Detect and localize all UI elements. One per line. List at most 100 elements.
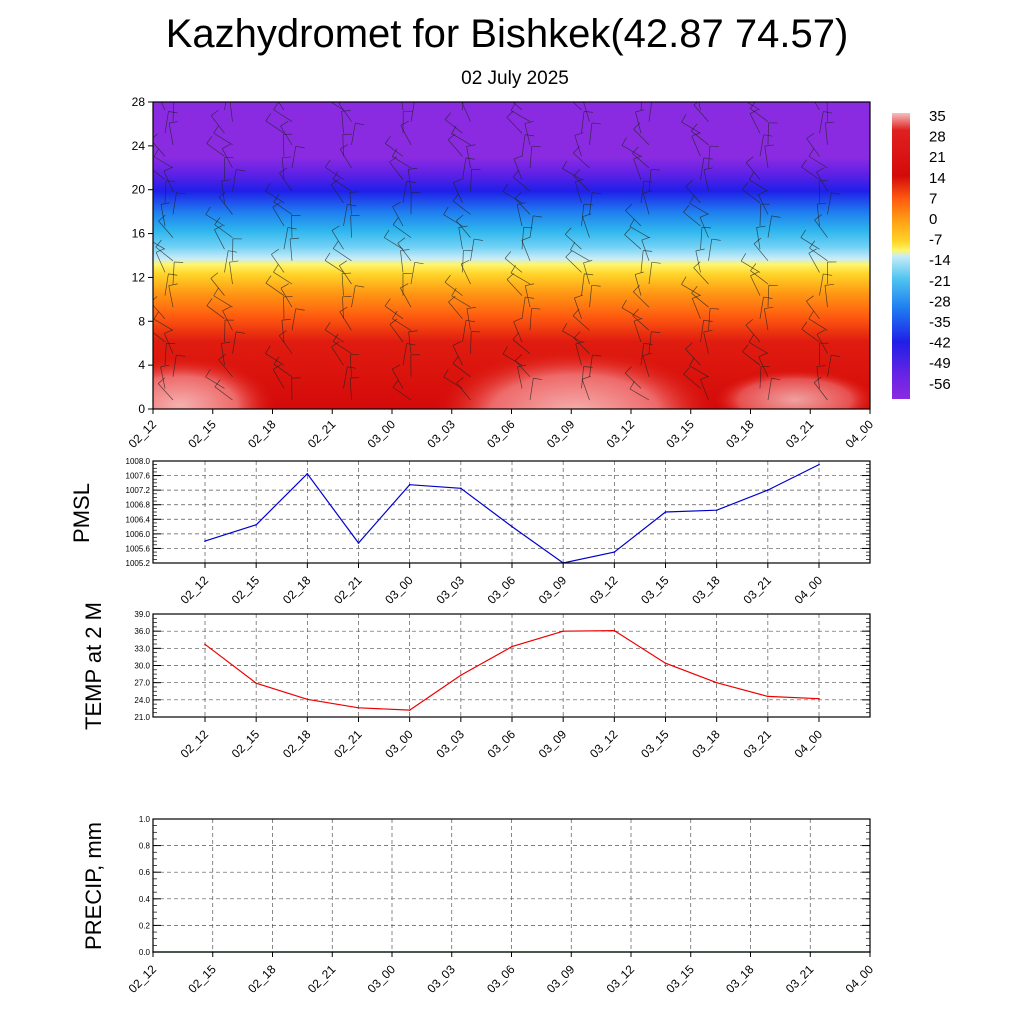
wind-barb	[513, 155, 523, 180]
x-tick-label: 03_06	[484, 417, 518, 451]
wind-barb	[452, 341, 463, 366]
wind-barb	[742, 344, 761, 366]
data-point	[460, 674, 462, 677]
wind-barb	[624, 366, 642, 389]
wind-barb	[635, 109, 645, 134]
wind-barb	[324, 322, 344, 343]
wind-barb	[384, 229, 404, 250]
wind-barb	[513, 317, 523, 343]
y-tick-label: 0.6	[139, 868, 151, 877]
wind-barb	[621, 299, 642, 320]
wind-barb	[221, 144, 233, 169]
data-point	[408, 483, 411, 486]
wind-barb	[273, 356, 293, 378]
wind-barb	[210, 109, 225, 134]
wind-barb	[160, 102, 166, 111]
wind-barb	[806, 132, 820, 157]
x-tick-label: 03_21	[783, 962, 817, 996]
wind-barb	[827, 354, 841, 377]
wind-barb	[574, 294, 583, 319]
wind-barb	[813, 376, 828, 401]
x-tick-label: 04_00	[843, 962, 877, 996]
wind-barb	[809, 240, 828, 262]
x-tick-label: 03_06	[484, 962, 518, 996]
warm-core-left	[153, 357, 275, 409]
wind-barb	[521, 134, 535, 157]
wind-barb	[764, 306, 774, 331]
wind-barb	[824, 283, 834, 308]
x-tick-label: 04_00	[792, 727, 826, 761]
wind-barb	[153, 158, 166, 180]
colorbar-label: -21	[929, 273, 951, 290]
wind-barb	[330, 102, 344, 111]
x-tick-label: 02_18	[245, 417, 279, 451]
y-tick-label: 1007.2	[126, 486, 151, 495]
wind-barb	[814, 102, 820, 111]
chart-subtitle: 02 July 2025	[461, 68, 569, 89]
wind-barb	[164, 111, 178, 134]
y-tick-label: 8	[138, 314, 145, 328]
wind-barb	[384, 135, 404, 157]
y-tick-label: 12	[132, 270, 146, 284]
wind-barb	[691, 286, 709, 308]
x-tick-label: 03_12	[587, 727, 621, 761]
wind-barb	[689, 357, 709, 378]
wind-barb	[573, 331, 590, 354]
wind-barb	[749, 109, 761, 134]
wind-barb	[640, 180, 653, 203]
wind-barb	[512, 169, 531, 192]
wind-barb	[642, 190, 653, 215]
x-tick-label: 03_18	[723, 962, 757, 996]
cross-section-y-axis: 0 4 8 12 16 20 24 28	[132, 95, 153, 416]
wind-barb	[521, 226, 533, 250]
wind-barb	[153, 148, 174, 169]
wind-barb	[583, 102, 590, 122]
wind-barbs	[153, 102, 841, 401]
colorbar-label: 7	[929, 190, 937, 207]
wind-barb	[407, 167, 418, 192]
wind-barb	[410, 102, 415, 122]
wind-barb	[214, 225, 225, 250]
data-point	[306, 472, 309, 475]
y-tick-label: 24.0	[134, 696, 150, 705]
colorbar-label: -7	[929, 232, 942, 249]
wind-barb	[158, 377, 174, 401]
wind-barb	[693, 261, 709, 285]
wind-barb	[205, 369, 225, 389]
data-point	[715, 681, 718, 684]
wind-barb	[572, 308, 590, 331]
y-tick-label: 1005.2	[126, 559, 151, 568]
data-point	[664, 662, 667, 665]
data-point	[357, 542, 360, 544]
x-tick-label: 04_00	[843, 417, 877, 451]
wind-barb	[703, 329, 713, 354]
wind-barb	[342, 133, 352, 157]
x-tick-label: 03_03	[433, 727, 467, 761]
wind-barb	[575, 341, 585, 366]
wind-barb	[349, 191, 359, 215]
wind-barb	[562, 323, 582, 343]
wind-barb	[291, 308, 305, 331]
wind-barb	[648, 102, 653, 122]
wind-barb	[818, 180, 829, 203]
x-tick-label: 03_21	[740, 573, 774, 607]
precip-y-axis: 0.0 0.2 0.4 0.6 0.8 1.0	[139, 815, 870, 957]
wind-barb	[759, 134, 773, 157]
wind-barb	[271, 248, 285, 273]
wind-barb	[759, 203, 770, 227]
wind-barb	[278, 330, 293, 354]
x-tick-label: 02_18	[280, 727, 314, 761]
wind-barb	[168, 121, 179, 145]
colorbar-label: 35	[929, 108, 946, 125]
wind-barb	[164, 180, 176, 203]
warm-core-right	[715, 370, 870, 409]
wind-barb	[280, 283, 293, 308]
wind-barb	[583, 260, 593, 285]
x-tick-label: 03_18	[689, 573, 723, 607]
wind-barb	[351, 122, 365, 145]
wind-barb	[265, 275, 285, 296]
pmsl-ylabel: PMSL	[69, 483, 94, 543]
wind-barb	[642, 352, 652, 377]
wind-barb	[400, 120, 412, 145]
